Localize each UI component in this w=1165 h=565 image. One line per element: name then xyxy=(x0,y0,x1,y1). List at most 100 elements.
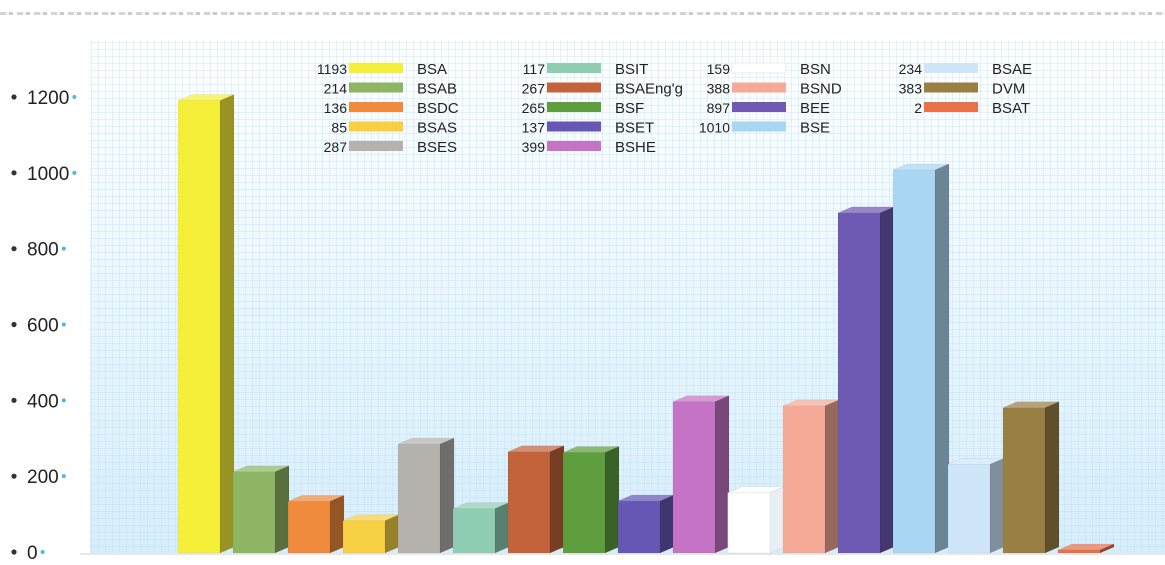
y-tick-bullet xyxy=(11,397,17,403)
legend-item-DVM: 383 DVM xyxy=(899,81,1026,98)
y-tick-label: 400 xyxy=(27,391,59,412)
legend-item-BSAE: 234 BSAE xyxy=(899,61,1032,78)
bar-front xyxy=(727,492,771,554)
legend-swatch xyxy=(732,82,786,93)
bar-side xyxy=(604,446,620,554)
bar-front xyxy=(837,212,881,554)
bar-BSAE xyxy=(947,457,1005,554)
legend-swatch xyxy=(547,82,601,93)
y-tick-bullet xyxy=(11,246,17,252)
bar-BSN xyxy=(727,486,785,554)
bar-side xyxy=(219,94,235,554)
y-tick-marker xyxy=(72,170,77,175)
legend-label: BSET xyxy=(615,120,654,137)
legend-item-BSA: 1193 BSA xyxy=(317,61,447,78)
legend-swatch xyxy=(349,82,403,93)
legend-item-BEE: 897 BEE xyxy=(707,100,830,117)
legend-item-BSF: 265 BSF xyxy=(522,100,645,117)
legend-value: 234 xyxy=(899,61,923,77)
bar-side xyxy=(439,437,455,554)
bar-BSIT xyxy=(452,502,510,554)
legend-label: BEE xyxy=(800,100,830,117)
legend-item-BSAB: 214 BSAB xyxy=(324,81,457,98)
legend-value: 2 xyxy=(914,100,922,116)
bar-side xyxy=(824,399,840,554)
legend-label: BSDC xyxy=(417,100,459,117)
legend-value: 85 xyxy=(331,120,347,136)
bar-side xyxy=(494,502,510,554)
y-tick-label: 800 xyxy=(27,240,59,261)
legend-swatch xyxy=(547,141,601,151)
bar-BSDC xyxy=(287,494,345,554)
bar-BSAS xyxy=(342,514,400,554)
legend-item-BSDC: 136 BSDC xyxy=(324,100,459,117)
legend-label: BSF xyxy=(615,100,644,117)
legend-item-BSN: 159 BSN xyxy=(707,61,831,78)
bar-BSF xyxy=(562,446,620,554)
legend-label: DVM xyxy=(992,81,1025,98)
y-tick-label: 600 xyxy=(27,316,59,337)
bar-front xyxy=(782,405,826,554)
legend-item-BSND: 388 BSND xyxy=(707,81,842,98)
bar-DVM xyxy=(1002,401,1060,554)
y-tick-bullet xyxy=(11,170,17,176)
legend-value: 1010 xyxy=(699,120,730,136)
y-tick-bullet xyxy=(11,549,17,555)
legend-item-BSE: 1010 BSE xyxy=(699,120,830,137)
legend-label: BSHE xyxy=(615,139,656,156)
bar-front xyxy=(1057,549,1101,554)
y-tick-marker xyxy=(61,398,66,403)
legend-value: 383 xyxy=(899,81,923,97)
y-tick-bullet xyxy=(11,321,17,328)
legend-value: 136 xyxy=(324,100,348,116)
bar-front xyxy=(287,501,331,554)
bar-side xyxy=(879,206,895,554)
y-tick: 1000 xyxy=(11,164,77,185)
y-tick-marker xyxy=(61,474,66,479)
bar-BSAB xyxy=(232,465,290,554)
bar-front xyxy=(342,520,386,554)
bar-side xyxy=(934,163,950,554)
bar-front xyxy=(892,169,936,554)
legend-value: 267 xyxy=(522,81,546,97)
legend-item-BSAS: 85 BSAS xyxy=(331,120,457,137)
legend-value: 399 xyxy=(522,139,546,155)
legend-item-BSAEng'g: 267 BSAEng'g xyxy=(522,81,683,98)
legend-value: 159 xyxy=(707,61,731,77)
bar-BEE xyxy=(837,206,895,554)
legend-swatch xyxy=(924,102,978,112)
bar-BSAEng'g xyxy=(507,445,565,554)
bar-side xyxy=(549,445,565,554)
legend-swatch xyxy=(349,63,403,73)
legend-swatch xyxy=(547,102,601,112)
legend-swatch xyxy=(547,121,601,132)
bar-BSAT xyxy=(1057,543,1115,554)
bar-front xyxy=(452,508,496,554)
legend-label: BSAS xyxy=(417,120,457,137)
legend-swatch xyxy=(349,121,403,132)
legend-label: BSIT xyxy=(615,61,648,78)
legend-item-BSHE: 399 BSHE xyxy=(522,139,656,156)
bar-side xyxy=(1044,401,1060,554)
legend-label: BSAE xyxy=(992,61,1032,78)
bar-front xyxy=(672,401,716,554)
legend-swatch xyxy=(732,121,786,132)
legend-label: BSES xyxy=(417,139,457,156)
legend-value: 265 xyxy=(522,100,546,116)
y-tick-bullet xyxy=(11,94,17,100)
bar-side xyxy=(989,457,1005,554)
bar-side xyxy=(384,514,400,554)
legend-swatch xyxy=(349,102,403,112)
y-tick-label: 1200 xyxy=(27,88,69,109)
legend-swatch xyxy=(731,62,787,74)
bar-front xyxy=(617,500,661,554)
y-tick: 0 xyxy=(11,543,45,564)
legend-value: 137 xyxy=(522,120,546,136)
y-tick-marker xyxy=(40,550,45,554)
bar-front xyxy=(562,452,606,554)
y-tick-bullet xyxy=(11,473,17,479)
legend-label: BSE xyxy=(800,120,830,137)
legend-swatch xyxy=(547,63,601,73)
bar-front xyxy=(232,471,276,554)
legend-label: BSN xyxy=(800,61,831,78)
